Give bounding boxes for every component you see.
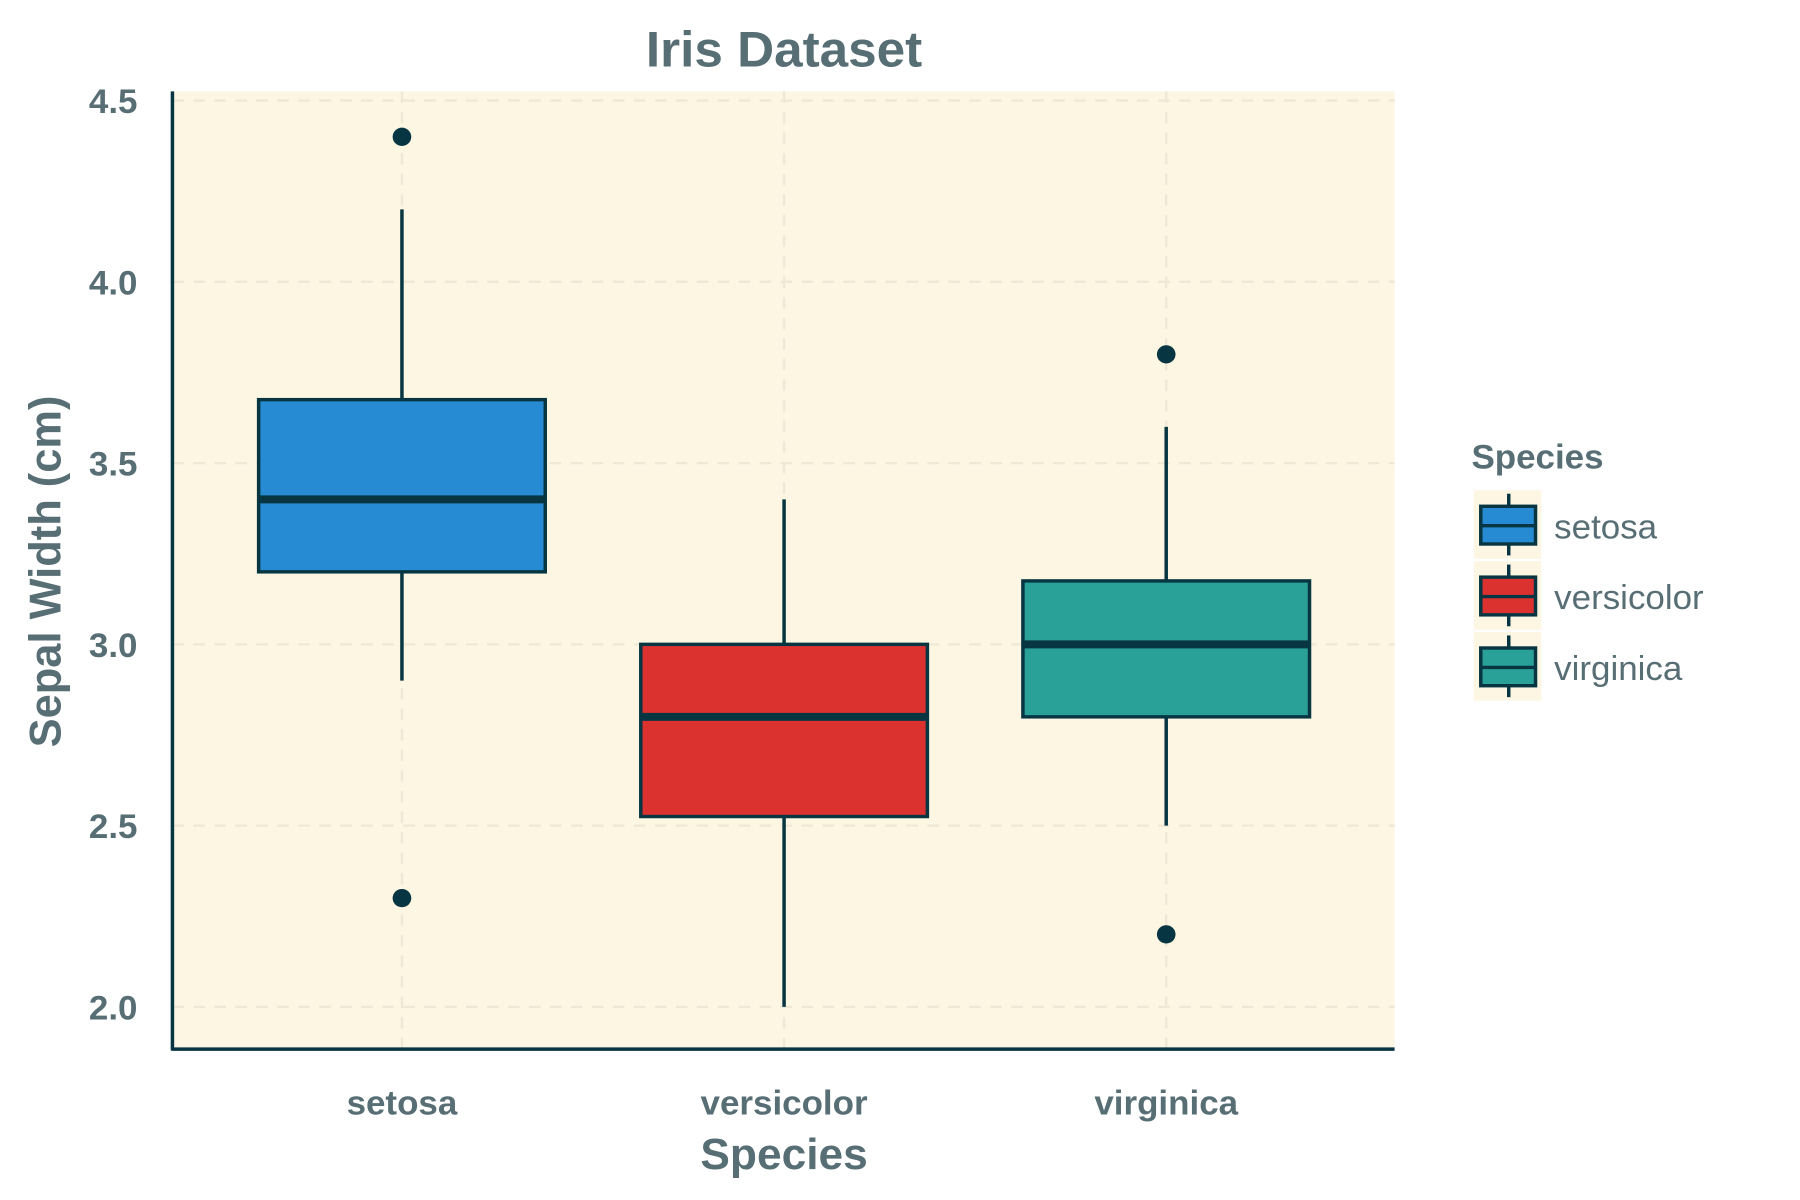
box-versicolor <box>639 499 930 1007</box>
outlier-point <box>392 888 412 908</box>
y-axis-label: Sepal Width (cm) <box>21 396 70 748</box>
y-tick-label: 2.0 <box>89 990 138 1028</box>
iqr-box <box>1021 579 1312 719</box>
legend-item-virginica: virginica <box>1473 632 1683 701</box>
legend: Species setosa versicolor virginica <box>1471 439 1704 701</box>
outlier-point <box>1156 925 1176 944</box>
y-tick-label: 3.5 <box>89 446 138 484</box>
legend-item-versicolor: versicolor <box>1473 561 1704 630</box>
chart-title: Iris Dataset <box>646 21 922 77</box>
y-tick-label: 4.5 <box>89 83 138 121</box>
outlier-point <box>392 127 412 146</box>
boxes <box>256 127 1312 1007</box>
y-tick-label: 4.0 <box>89 265 138 303</box>
legend-label: virginica <box>1554 650 1683 688</box>
legend-title: Species <box>1471 439 1603 477</box>
y-tick-labels: 2.0 2.5 3.0 3.5 4.0 4.5 <box>89 83 138 1027</box>
iqr-box <box>256 397 547 574</box>
legend-label: versicolor <box>1554 579 1704 617</box>
outlier-point <box>1156 345 1176 364</box>
x-axis-label: Species <box>700 1131 867 1180</box>
x-tick-label: versicolor <box>701 1085 868 1123</box>
legend-label: setosa <box>1554 509 1658 547</box>
x-tick-label: virginica <box>1094 1085 1238 1123</box>
legend-item-setosa: setosa <box>1473 490 1658 559</box>
y-tick-label: 3.0 <box>89 627 138 665</box>
x-tick-label: setosa <box>347 1085 458 1123</box>
x-tick-labels: setosa versicolor virginica <box>347 1085 1239 1123</box>
box-setosa <box>256 127 547 908</box>
iqr-box <box>639 642 930 819</box>
box-virginica <box>1021 345 1312 944</box>
y-tick-label: 2.5 <box>89 808 138 846</box>
